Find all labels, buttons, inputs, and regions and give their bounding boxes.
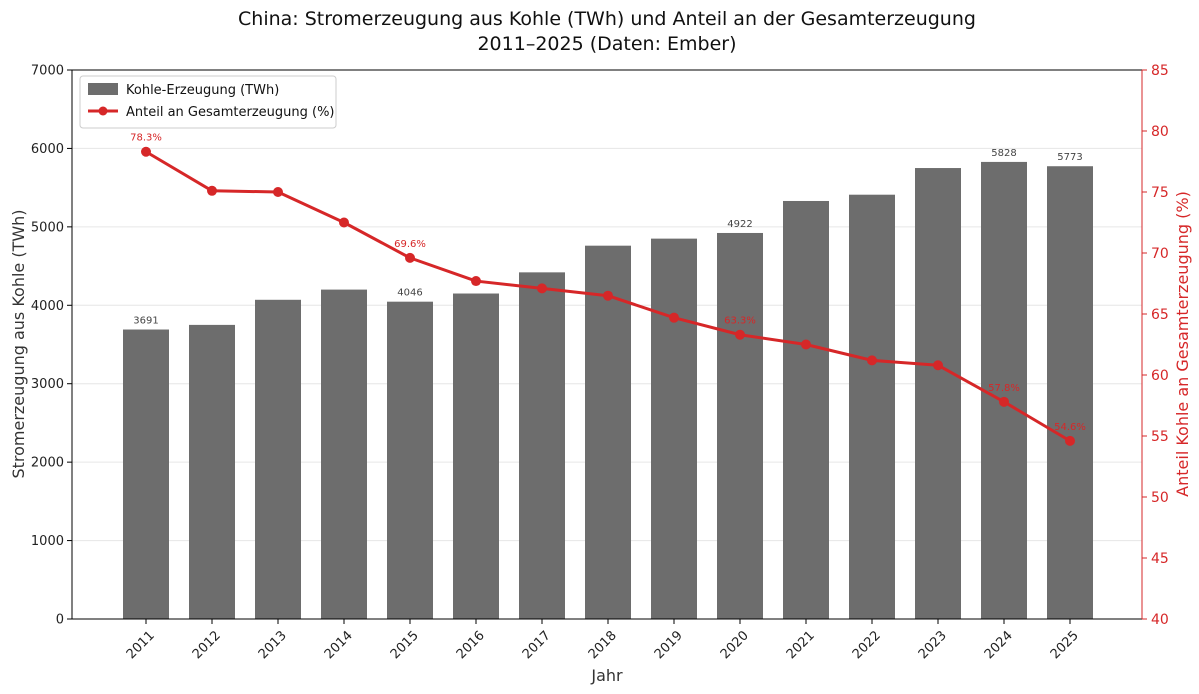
bar-2015	[387, 301, 433, 619]
share-label-2011: 78.3%	[130, 133, 162, 144]
bar-2016	[453, 293, 499, 619]
x-tick-label-2023: 2023	[916, 628, 950, 662]
x-tick-label-2014: 2014	[322, 628, 356, 662]
x-tick-label-2021: 2021	[784, 628, 818, 662]
y2-tick-label: 80	[1151, 124, 1169, 140]
x-tick-label-2017: 2017	[520, 628, 554, 662]
share-point-2013	[273, 187, 283, 197]
share-point-2012	[207, 185, 217, 196]
x-tick-label-2019: 2019	[652, 628, 686, 662]
x-tick-label-2015: 2015	[388, 628, 422, 662]
share-label-2015: 69.6%	[394, 239, 426, 250]
bar-label-2024: 5828	[991, 148, 1016, 159]
y-tick-label: 3000	[31, 377, 64, 392]
share-label-2025: 54.6%	[1054, 422, 1086, 433]
y-tick-label: 7000	[31, 64, 64, 79]
bar-2025	[1047, 166, 1093, 619]
y-tick-label: 2000	[31, 456, 64, 471]
bar-2017	[519, 272, 565, 619]
y2-tick-label: 85	[1151, 63, 1169, 79]
bar-label-2015: 4046	[397, 288, 422, 299]
bar-2013	[255, 299, 301, 619]
bar-2019	[651, 238, 697, 619]
x-tick-label-2011: 2011	[124, 628, 158, 662]
legend-swatch-bars	[88, 83, 118, 95]
share-point-2024	[999, 396, 1009, 407]
y-tick-label: 5000	[31, 220, 64, 235]
share-point-2020	[735, 329, 745, 340]
y-tick-label: 4000	[31, 299, 64, 314]
y2-tick-label: 65	[1151, 307, 1169, 323]
y2-tick-label: 45	[1151, 551, 1169, 567]
y2-tick-label: 75	[1151, 185, 1169, 201]
y-tick-label: 0	[56, 613, 64, 628]
x-tick-label-2012: 2012	[190, 628, 224, 662]
bar-2023	[915, 168, 961, 620]
bar-labels: 3691 4046 4922 5828 5773	[133, 148, 1082, 327]
x-tick-label-2016: 2016	[454, 628, 488, 662]
x-tick-label-2022: 2022	[850, 628, 884, 662]
share-point-2021	[801, 339, 811, 350]
x-tick-label-2020: 2020	[718, 628, 752, 662]
share-point-2023	[933, 360, 943, 371]
y-tick-label: 6000	[31, 142, 64, 157]
share-point-2025	[1065, 435, 1075, 446]
y-axis-left: 0 1000 2000 3000 4000 5000 6000 7000	[31, 64, 72, 628]
bars	[123, 161, 1093, 620]
legend: Kohle-Erzeugung (TWh) Anteil an Gesamter…	[79, 75, 337, 129]
bar-label-2025: 5773	[1057, 152, 1082, 163]
x-tick-label-2013: 2013	[256, 628, 290, 662]
y2-tick-label: 55	[1151, 429, 1169, 445]
bar-2014	[321, 289, 367, 619]
bar-2011	[123, 329, 169, 619]
x-tick-label-2024: 2024	[982, 628, 1016, 662]
share-point-2011	[141, 146, 151, 157]
x-axis: 2011 2012 2013 2014 2015 2016 2017 2018 2019 2020…	[124, 619, 1082, 662]
bar-2021	[783, 200, 829, 619]
bar-2022	[849, 194, 895, 620]
y2-tick-label: 50	[1151, 490, 1169, 506]
y2-tick-label: 60	[1151, 368, 1169, 384]
y2-tick-label: 40	[1151, 612, 1169, 628]
legend-box	[79, 75, 337, 129]
line-layer	[141, 146, 1075, 446]
x-axis-label: Jahr	[590, 666, 623, 685]
point-labels: 78.3% 69.6% 63.3% 57.8% 54.6%	[130, 133, 1086, 433]
y-tick-label: 1000	[31, 534, 64, 549]
y2-tick-label: 70	[1151, 246, 1169, 262]
x-tick-label-2025: 2025	[1048, 628, 1082, 662]
x-tick-label-2018: 2018	[586, 628, 620, 662]
bar-2024	[981, 161, 1027, 620]
bar-2012	[189, 324, 235, 619]
legend-swatch-marker	[98, 106, 108, 116]
share-point-2016	[471, 276, 481, 287]
legend-label-bars: Kohle-Erzeugung (TWh)	[126, 83, 279, 98]
chart-title: China: Stromerzeugung aus Kohle (TWh) un…	[238, 8, 976, 30]
bar-label-2011: 3691	[133, 316, 158, 327]
share-point-2014	[339, 217, 349, 228]
legend-label-line: Anteil an Gesamterzeugung (%)	[126, 105, 335, 120]
share-point-2017	[537, 283, 547, 294]
share-label-2020: 63.3%	[724, 316, 756, 327]
bar-label-2020: 4922	[727, 219, 752, 230]
share-point-2019	[669, 312, 679, 323]
share-label-2024: 57.8%	[988, 383, 1020, 394]
bar-2018	[585, 245, 631, 619]
y-axis-label: Stromerzeugung aus Kohle (TWh)	[9, 209, 28, 478]
share-point-2015	[405, 252, 415, 263]
chart-subtitle: 2011–2025 (Daten: Ember)	[477, 33, 736, 55]
share-point-2022	[867, 355, 877, 366]
y-axis-right: 40 45 50 55 60 65 70 75 80 85	[1141, 63, 1169, 628]
y2-axis-label: Anteil Kohle an Gesamterzeugung (%)	[1173, 191, 1192, 497]
bar-2020	[717, 232, 763, 619]
share-point-2018	[603, 290, 613, 301]
